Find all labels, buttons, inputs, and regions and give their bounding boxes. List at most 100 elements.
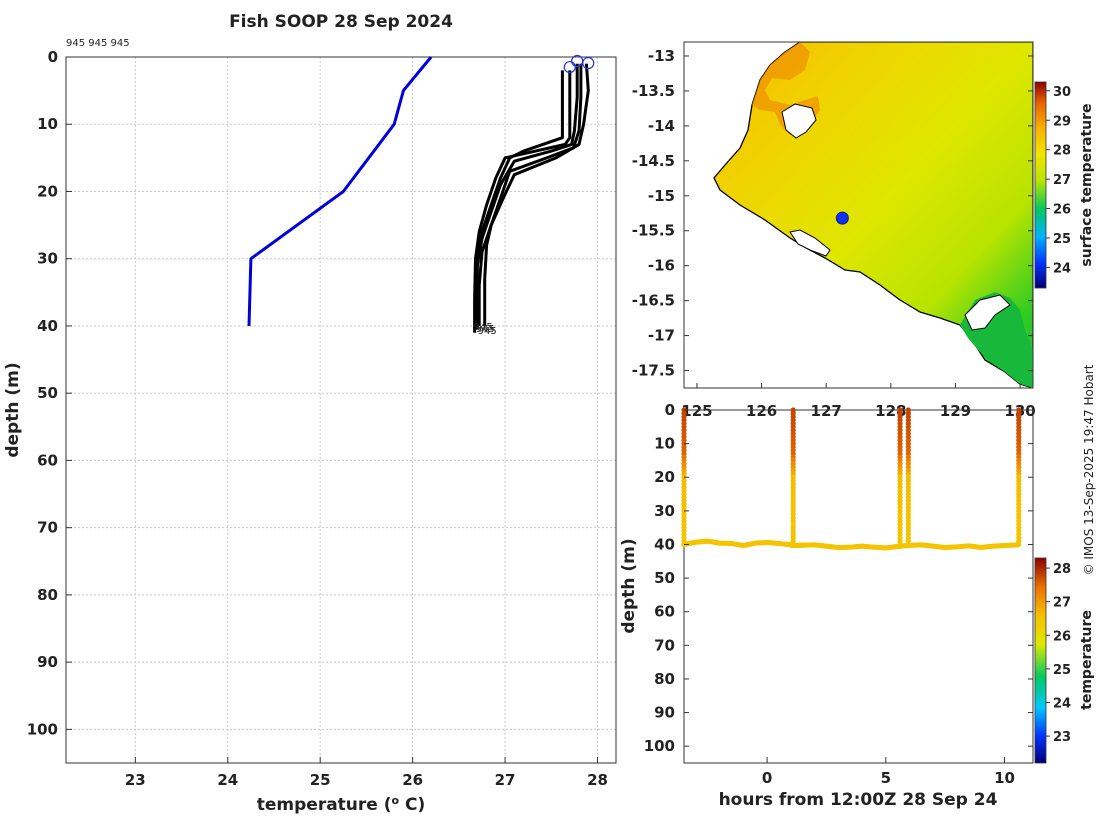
time-y-tick-label: 60 <box>654 603 675 621</box>
time-y-tick-label: 30 <box>654 502 675 520</box>
map-colorbar-ticks: 24 25 26 27 28 29 30 <box>1046 85 1071 276</box>
y-tick-label: 30 <box>37 250 58 268</box>
x-tick-label: 28 <box>587 771 608 789</box>
map-axes-frame <box>683 41 1034 389</box>
map-gulf <box>964 294 1011 331</box>
time-colorbar-tick-label: 23 <box>1053 730 1071 745</box>
map-y-tick-label: -15.5 <box>632 222 675 240</box>
time-y-tick-label: 90 <box>654 704 675 722</box>
time-colorbar-tick-label: 28 <box>1053 562 1071 577</box>
profile-xlabel-unit: C) <box>399 795 425 815</box>
map-colorbar-tick-label: 25 <box>1053 232 1071 247</box>
figure-title: Fish SOOP 28 Sep 2024 <box>229 12 453 32</box>
climatology-line <box>247 56 433 327</box>
profile-line <box>474 63 579 330</box>
cast-dot <box>790 541 796 548</box>
map-y-tick-label: -14 <box>648 117 675 135</box>
time-colorbar-label: temperature <box>1079 610 1095 710</box>
map-x-tick-label: 125 <box>681 402 712 420</box>
map-x-tick-label: 127 <box>811 402 842 420</box>
time-y-tick-label: 80 <box>654 670 675 688</box>
map-y-tick-label: -16.5 <box>632 292 675 310</box>
cast-dot <box>897 541 903 548</box>
map-colorbar-tick-label: 29 <box>1053 114 1071 129</box>
map-colorbar <box>1034 81 1047 289</box>
x-tick-label: 24 <box>217 771 238 789</box>
map-colorbar-label: surface temperature <box>1079 103 1095 266</box>
time-xlabel: hours from 12:00Z 28 Sep 24 <box>719 790 998 810</box>
profile-series <box>247 54 595 333</box>
time-colorbar <box>1034 557 1047 764</box>
time-x-tick-label: 0 <box>762 769 772 787</box>
cast-dot <box>905 541 911 548</box>
profile-axes-frame <box>65 56 617 764</box>
y-tick-label: 70 <box>37 519 58 537</box>
time-colorbar-tick-label: 26 <box>1053 629 1071 644</box>
map-bay <box>789 229 831 257</box>
map-colorbar-tick-label: 28 <box>1053 144 1071 159</box>
surface-temperature-map: 125126127128129130-13-13.5-14-14.5-15-15… <box>632 41 1095 420</box>
y-tick-label: 10 <box>37 115 58 133</box>
map-ticks: 125126127128129130-13-13.5-14-14.5-15-15… <box>632 47 1036 420</box>
map-colorbar-tick-label: 27 <box>1053 173 1071 188</box>
time-x-tick-label: 5 <box>881 769 891 787</box>
credit-text: © IMOS 13-Sep-2025 19:47 Hobart <box>1082 364 1096 575</box>
profile-xlabel-degree: o <box>392 794 400 807</box>
time-y-tick-label: 70 <box>654 636 675 654</box>
map-y-tick-label: -13 <box>648 47 675 65</box>
time-y-tick-label: 100 <box>644 737 675 755</box>
y-tick-label: 80 <box>37 586 58 604</box>
profile-xlabel: temperature (o C) <box>257 794 426 816</box>
map-y-tick-label: -17.5 <box>632 362 675 380</box>
profile-end-label: 945 <box>476 324 495 335</box>
cast-dot <box>1016 541 1022 548</box>
map-y-tick-label: -14.5 <box>632 152 675 170</box>
y-tick-label: 20 <box>37 182 58 200</box>
surface-marker <box>582 56 595 70</box>
x-tick-label: 26 <box>402 771 423 789</box>
profile-end-label: 945 <box>478 326 497 337</box>
profile-ylabel: depth (m) <box>3 362 23 457</box>
map-x-tick-label: 126 <box>746 402 777 420</box>
surface-marker <box>563 60 576 74</box>
x-tick-label: 27 <box>495 771 516 789</box>
map-y-tick-label: -16 <box>648 257 675 275</box>
y-tick-label: 100 <box>27 720 58 738</box>
map-colorbar-tick-label: 24 <box>1053 261 1071 276</box>
map-y-tick-label: -15 <box>648 187 675 205</box>
time-colorbar-tick-label: 27 <box>1053 596 1071 611</box>
x-tick-label: 25 <box>310 771 331 789</box>
profile-panel: 23 24 25 26 27 28 0 10 20 30 40 50 60 70 80 90 100 94594… <box>3 48 617 816</box>
time-colorbar-tick-label: 24 <box>1053 697 1071 712</box>
time-colorbar-ticks: 23 24 25 26 27 28 <box>1046 562 1071 745</box>
y-tick-label: 40 <box>37 317 58 335</box>
profile-line <box>473 70 572 333</box>
map-station-marker <box>835 211 849 225</box>
time-x-tick-label: 10 <box>994 769 1015 787</box>
time-ylabel: depth (m) <box>619 538 639 633</box>
time-y-tick-label: 20 <box>654 468 675 486</box>
map-y-tick-label: -17 <box>648 327 675 345</box>
time-colorbar-tick-label: 25 <box>1053 663 1071 678</box>
profile-line <box>483 63 590 326</box>
y-tick-label: 90 <box>37 653 58 671</box>
map-island <box>781 103 817 139</box>
time-axes-frame <box>683 409 1034 764</box>
y-tick-label: 50 <box>37 384 58 402</box>
map-colorbar-tick-label: 30 <box>1053 85 1071 100</box>
time-dots <box>681 407 1022 551</box>
ids-label: 945 945 945 <box>66 38 130 49</box>
map-x-tick-label: 129 <box>940 402 971 420</box>
profile-ticks: 23 24 25 26 27 28 0 10 20 30 40 50 60 70 80 90 100 <box>27 48 608 789</box>
y-tick-label: 0 <box>48 48 58 66</box>
time-y-tick-label: 0 <box>665 401 675 419</box>
map-y-tick-label: -13.5 <box>632 82 675 100</box>
x-tick-label: 23 <box>125 771 146 789</box>
time-y-tick-label: 50 <box>654 569 675 587</box>
profile-xlabel-main: temperature ( <box>257 795 392 815</box>
time-y-tick-label: 10 <box>654 435 675 453</box>
